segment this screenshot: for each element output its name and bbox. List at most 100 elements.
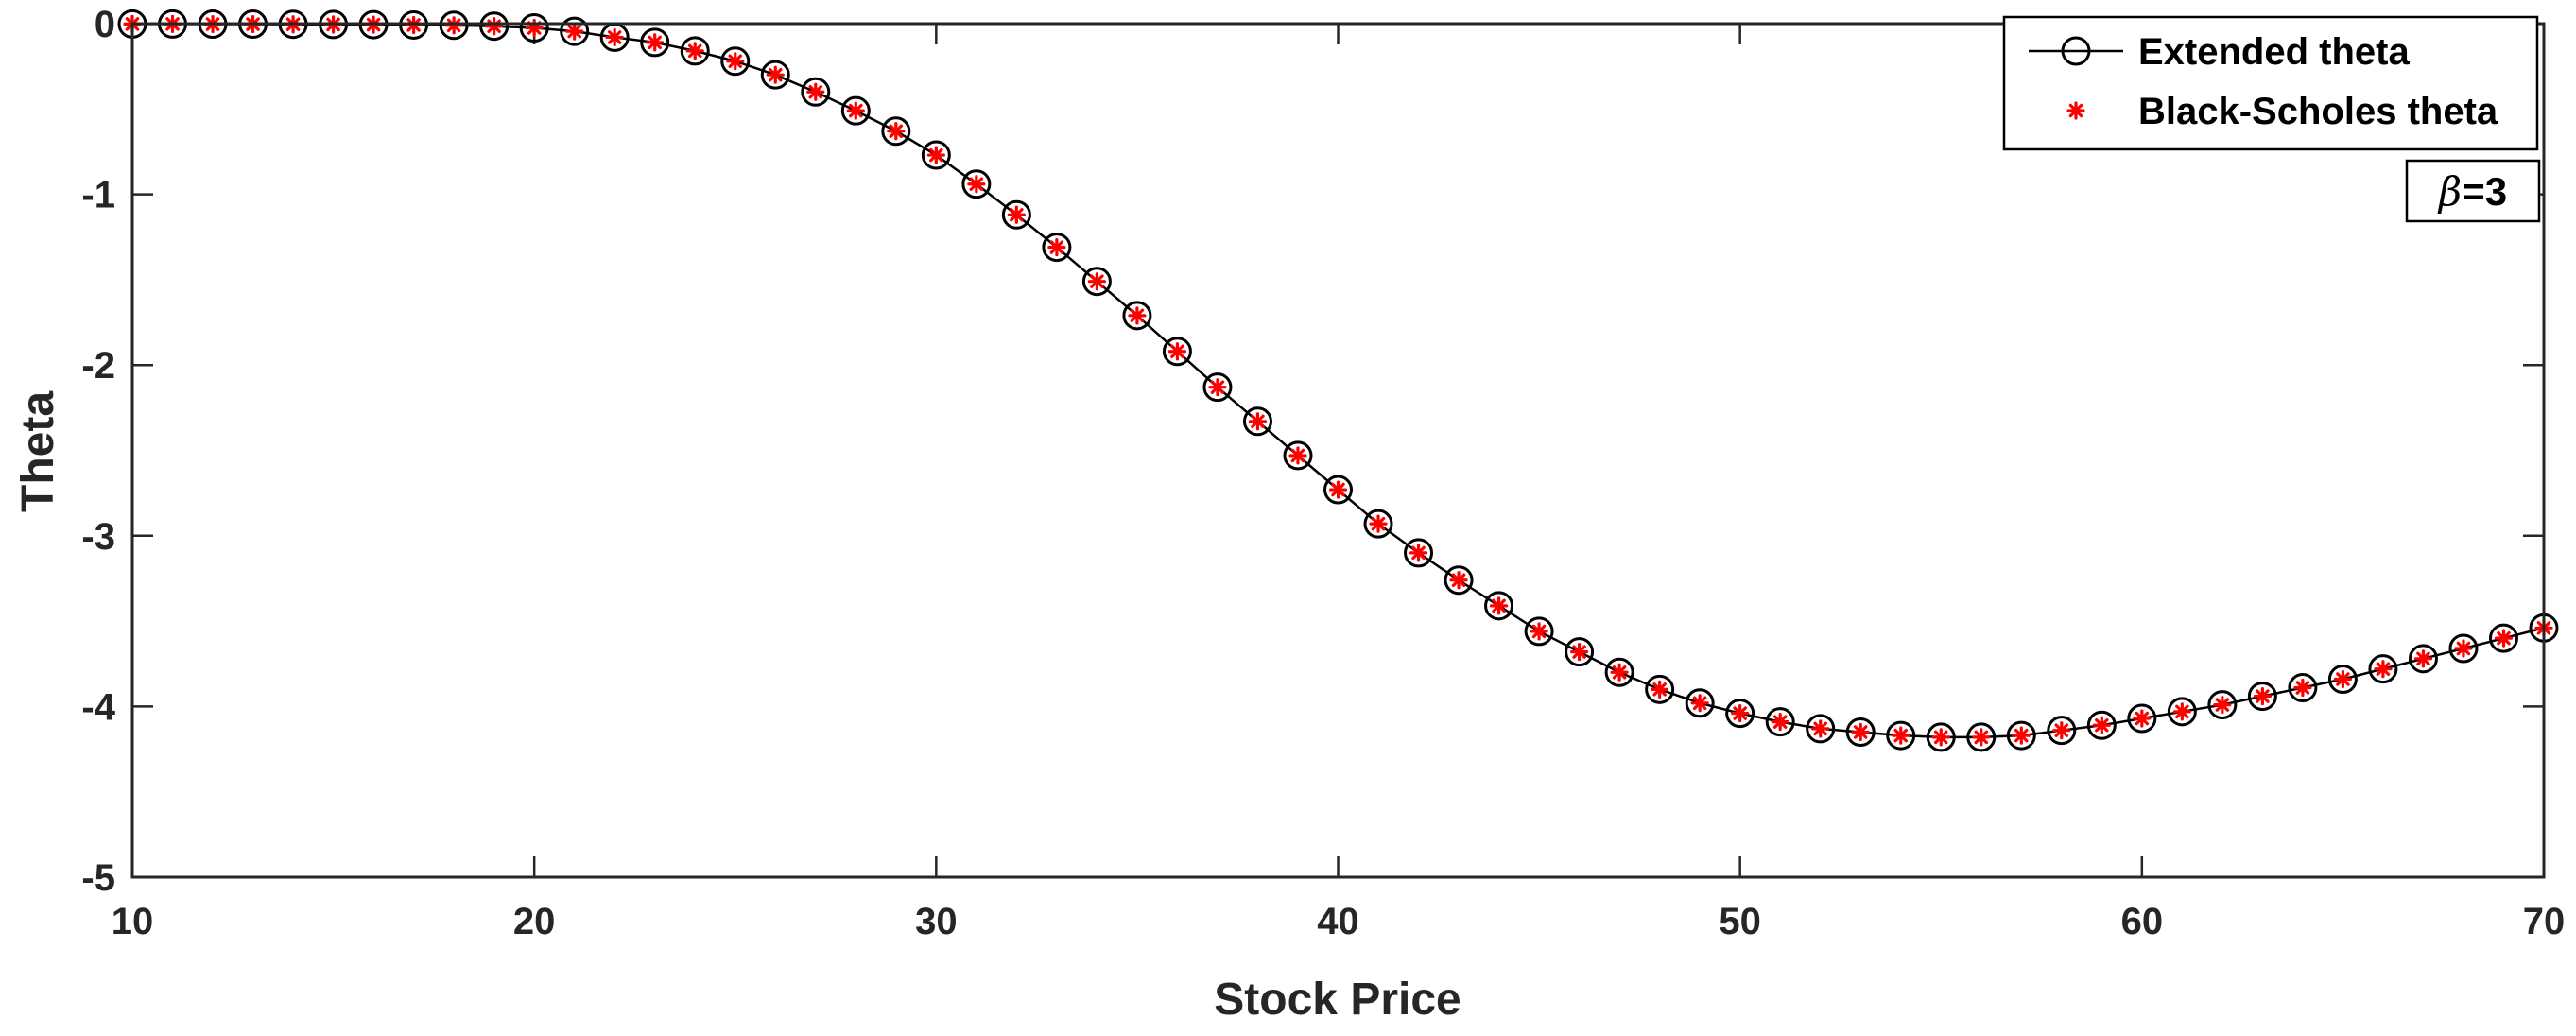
point-extended-theta — [961, 169, 992, 199]
point-extended-theta — [720, 46, 751, 77]
point-extended-theta — [1202, 372, 1233, 403]
point-black-scholes-theta — [1449, 571, 1468, 590]
y-tick-label: -3 — [81, 516, 115, 558]
point-extended-theta — [760, 60, 790, 90]
point-extended-theta — [801, 77, 831, 107]
point-black-scholes-theta — [1651, 680, 1669, 699]
legend-box — [2002, 15, 2539, 151]
point-extended-theta — [1645, 674, 1675, 704]
point-extended-theta — [1524, 616, 1554, 647]
annotation-value: =3 — [2462, 169, 2507, 214]
point-black-scholes-theta — [1569, 643, 1589, 662]
point-extended-theta — [2288, 673, 2318, 703]
point-extended-theta — [1765, 707, 1795, 737]
point-black-scholes-theta — [2052, 721, 2071, 740]
point-black-scholes-theta — [926, 146, 945, 164]
point-black-scholes-theta — [2012, 726, 2031, 745]
point-black-scholes-theta — [1811, 719, 1830, 738]
point-extended-theta — [1886, 720, 1916, 751]
point-extended-theta — [680, 36, 710, 66]
point-black-scholes-theta — [2172, 702, 2191, 721]
point-black-scholes-theta — [685, 42, 704, 60]
point-extended-theta — [1404, 538, 1434, 568]
point-extended-theta — [2086, 710, 2117, 740]
legend: Extended theta Black-Scholes theta — [2002, 15, 2539, 151]
point-extended-theta — [1725, 699, 1755, 729]
legend-label-extended-theta: Extended theta — [2138, 31, 2410, 73]
point-black-scholes-theta — [806, 82, 825, 101]
point-extended-theta — [2247, 682, 2277, 712]
point-extended-theta — [1283, 440, 1313, 471]
point-extended-theta — [640, 27, 670, 58]
point-extended-theta — [2368, 654, 2398, 684]
point-extended-theta — [1685, 688, 1715, 718]
y-tick-label: -4 — [81, 686, 115, 728]
point-extended-theta — [1444, 565, 1474, 596]
point-extended-theta — [1806, 714, 1836, 744]
point-black-scholes-theta — [646, 33, 665, 52]
x-tick-label: 10 — [112, 901, 154, 942]
point-black-scholes-theta — [1128, 306, 1147, 325]
point-extended-theta — [1926, 722, 1956, 752]
point-black-scholes-theta — [1369, 514, 1388, 533]
point-black-scholes-theta — [1530, 622, 1548, 641]
point-extended-theta — [1001, 199, 1031, 230]
x-tick-label: 30 — [915, 901, 958, 942]
legend-label-black-scholes-theta: Black-Scholes theta — [2138, 91, 2498, 132]
legend-marker-extended-theta — [2061, 36, 2091, 66]
x-tick-label: 20 — [513, 901, 556, 942]
point-extended-theta — [1162, 337, 1192, 367]
point-black-scholes-theta — [2253, 686, 2272, 706]
beta-annotation: β=3 — [2405, 159, 2541, 223]
point-extended-theta — [1604, 657, 1634, 687]
y-axis-title: Theta — [13, 391, 63, 512]
point-black-scholes-theta — [1087, 272, 1107, 291]
point-extended-theta — [2488, 623, 2518, 653]
point-black-scholes-theta — [485, 17, 504, 36]
y-tick-label: -5 — [81, 857, 115, 899]
point-black-scholes-theta — [2133, 709, 2152, 728]
point-black-scholes-theta — [2293, 678, 2312, 698]
point-extended-theta — [519, 13, 549, 43]
point-extended-theta — [1484, 591, 1514, 621]
point-extended-theta — [1042, 233, 1072, 263]
point-black-scholes-theta — [967, 175, 986, 194]
point-black-scholes-theta — [1489, 596, 1509, 615]
x-axis-title: Stock Price — [1214, 975, 1461, 1025]
point-extended-theta — [560, 16, 590, 46]
point-extended-theta — [1122, 301, 1152, 331]
point-black-scholes-theta — [1047, 237, 1066, 257]
point-extended-theta — [479, 11, 510, 42]
legend-marker-black-scholes-theta — [2066, 101, 2085, 120]
point-black-scholes-theta — [2454, 639, 2473, 658]
point-black-scholes-theta — [2213, 695, 2232, 715]
point-black-scholes-theta — [1208, 378, 1227, 397]
point-black-scholes-theta — [1972, 728, 1991, 747]
point-extended-theta — [1565, 637, 1595, 667]
point-black-scholes-theta — [565, 22, 584, 41]
point-black-scholes-theta — [887, 122, 906, 141]
point-black-scholes-theta — [2374, 660, 2393, 679]
tick-labels: 10 20 30 40 50 60 70 0 -1 -2 -3 -4 -5 — [81, 4, 2565, 942]
y-tick-label: -1 — [81, 175, 115, 216]
point-black-scholes-theta — [1851, 722, 1870, 742]
point-extended-theta — [1081, 267, 1112, 297]
point-black-scholes-theta — [1771, 713, 1789, 732]
axes-box — [130, 22, 2546, 879]
point-extended-theta — [2327, 665, 2358, 695]
point-extended-theta — [2207, 690, 2238, 720]
x-tick-label: 50 — [1719, 901, 1761, 942]
point-black-scholes-theta — [444, 16, 463, 35]
point-black-scholes-theta — [1007, 205, 1026, 224]
point-extended-theta — [1323, 475, 1353, 505]
point-extended-theta — [1363, 509, 1393, 539]
point-extended-theta — [881, 116, 911, 147]
point-black-scholes-theta — [1610, 663, 1629, 682]
point-black-scholes-theta — [1248, 412, 1268, 431]
point-black-scholes-theta — [2333, 669, 2353, 689]
point-extended-theta — [2448, 633, 2479, 664]
point-extended-theta — [2006, 720, 2036, 751]
y-tick-label: 0 — [95, 4, 115, 45]
